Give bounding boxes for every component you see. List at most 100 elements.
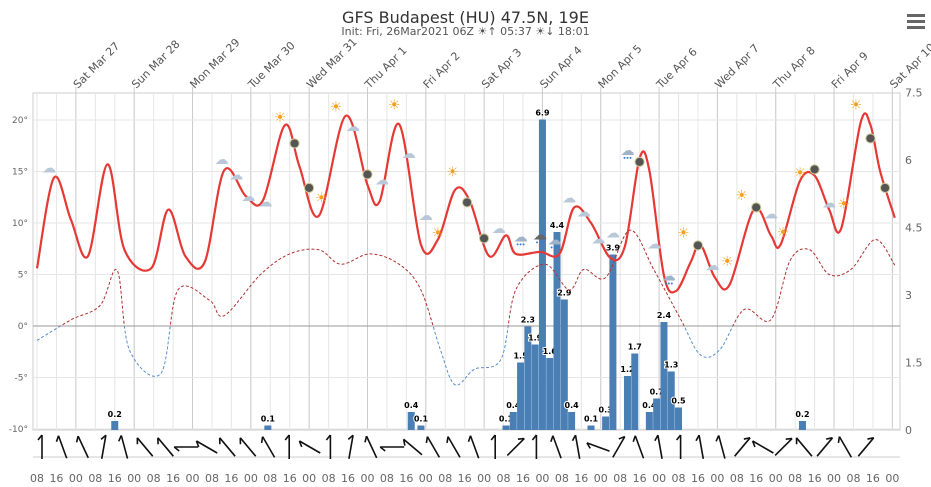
day-label: Wed Apr 7 bbox=[712, 42, 762, 92]
cloud-icon-group: ☁ bbox=[419, 208, 433, 224]
hour-label: 08 bbox=[30, 472, 44, 485]
hour-label: 08 bbox=[88, 472, 102, 485]
chart-subtitle: Init: Fri, 26Mar2021 06Z ☀↑ 05:37 ☀↓ 18:… bbox=[0, 25, 931, 38]
precip-label: 0.1 bbox=[584, 415, 599, 424]
cloud-icon-group: ☁ bbox=[606, 225, 620, 241]
moon-icon: ● bbox=[479, 230, 489, 244]
cloud-icon: ☁ bbox=[606, 225, 620, 241]
sun-icon-group: ☀ bbox=[777, 225, 790, 241]
cloud-icon: ☁ bbox=[375, 173, 389, 189]
hour-label: 08 bbox=[846, 472, 860, 485]
raindrop-icon bbox=[550, 246, 553, 249]
precip-label: 0.2 bbox=[795, 410, 809, 419]
moon-icon: ● bbox=[304, 180, 314, 194]
wind-barb-icon bbox=[55, 435, 68, 459]
precip-bar bbox=[631, 353, 639, 430]
chart-title: GFS Budapest (HU) 47.5N, 19E bbox=[342, 8, 589, 27]
raindrop-icon bbox=[626, 156, 629, 159]
cloud-icon: ☁ bbox=[215, 152, 229, 168]
cloud-icon: ☁ bbox=[346, 119, 360, 135]
moon-icon: ● bbox=[880, 180, 890, 194]
hour-label: 00 bbox=[69, 472, 83, 485]
precip-label: 2.3 bbox=[521, 316, 535, 325]
rain-icon: ☁ bbox=[662, 269, 676, 285]
raindrop-icon bbox=[629, 156, 632, 159]
precip-label: 1.9 bbox=[528, 334, 543, 343]
wind-barb-icon bbox=[37, 434, 43, 459]
hour-label: 16 bbox=[749, 472, 763, 485]
wind-barb-icon bbox=[239, 437, 257, 457]
precip-bar bbox=[553, 232, 561, 430]
precip-bar bbox=[587, 425, 595, 430]
precip-label: 0.4 bbox=[642, 401, 657, 410]
precip-bar bbox=[602, 416, 610, 430]
hour-label: 00 bbox=[885, 472, 899, 485]
sun-icon: ☀ bbox=[330, 100, 343, 116]
cloud-icon: ☁ bbox=[229, 168, 243, 184]
precip-label: 0.3 bbox=[599, 406, 613, 415]
wind-barb-icon bbox=[117, 435, 129, 459]
day-label: Tue Apr 6 bbox=[653, 45, 700, 92]
hour-label: 00 bbox=[244, 472, 258, 485]
wind-barb-icon bbox=[284, 434, 291, 459]
hour-label: 16 bbox=[866, 472, 880, 485]
cloud-icon-group: ☁ bbox=[492, 221, 506, 237]
wind-barb-icon bbox=[857, 437, 875, 457]
hour-label: 16 bbox=[399, 472, 413, 485]
sun-icon: ☀ bbox=[837, 196, 850, 212]
hour-label: 08 bbox=[555, 472, 569, 485]
precip-bar bbox=[517, 362, 525, 430]
day-label: Mon Mar 29 bbox=[187, 36, 242, 91]
cloud-icon-group: ☁ bbox=[215, 152, 229, 168]
hour-label: 00 bbox=[186, 472, 200, 485]
precip-label: 1.3 bbox=[664, 361, 678, 370]
precip-label: 1.2 bbox=[620, 365, 634, 374]
wind-barb-icon bbox=[774, 437, 793, 457]
hour-label: 16 bbox=[574, 472, 588, 485]
cloud-icon: ☁ bbox=[402, 146, 416, 162]
storm-icon: ☁ bbox=[533, 227, 547, 243]
sun-icon: ☀ bbox=[850, 98, 863, 114]
cloud-icon: ☁ bbox=[577, 205, 591, 221]
wind-barb-icon bbox=[157, 437, 174, 457]
precip-bar bbox=[509, 412, 517, 430]
wind-barb-icon bbox=[467, 435, 480, 459]
moon-icon: ● bbox=[751, 199, 761, 213]
precip-label: 0.7 bbox=[650, 388, 664, 397]
wind-barb-icon bbox=[751, 440, 774, 454]
cloud-icon: ☁ bbox=[492, 221, 506, 237]
wind-barb-icon bbox=[100, 434, 107, 459]
plot-area bbox=[32, 92, 901, 431]
hour-label: 00 bbox=[360, 472, 374, 485]
temp-tick: 20° bbox=[12, 116, 28, 126]
wind-barb-icon bbox=[795, 437, 813, 457]
precip-bar bbox=[407, 412, 415, 430]
precip-tick: 0 bbox=[905, 424, 912, 437]
hour-label: 00 bbox=[127, 472, 141, 485]
wind-barb-icon bbox=[260, 436, 276, 458]
cloud-icon-group: ☁ bbox=[822, 195, 836, 211]
wind-barb-icon bbox=[402, 438, 423, 456]
day-label: Mon Apr 5 bbox=[596, 42, 645, 91]
precip-bar bbox=[546, 358, 554, 430]
wind-barb-icon bbox=[695, 434, 705, 459]
moon-icon: ● bbox=[634, 154, 644, 168]
cloud-icon-group: ☁ bbox=[42, 160, 56, 176]
cloud-icon: ☁ bbox=[822, 195, 836, 211]
raindrop-icon bbox=[542, 241, 545, 244]
precip-tick: 4.5 bbox=[905, 222, 923, 235]
rain-icon-group: ☁ bbox=[548, 232, 562, 249]
rain-icon: ☁ bbox=[548, 232, 562, 248]
precip-bar bbox=[538, 119, 546, 430]
raindrop-icon bbox=[522, 243, 525, 246]
cloud-icon: ☁ bbox=[419, 208, 433, 224]
hamburger-icon[interactable] bbox=[907, 14, 925, 32]
temp-tick: 10° bbox=[12, 219, 28, 229]
precip-tick: 1.5 bbox=[905, 357, 923, 370]
day-label: Sun Mar 28 bbox=[129, 38, 183, 92]
moon-icon: ● bbox=[809, 161, 819, 175]
hour-label: 08 bbox=[788, 472, 802, 485]
sun-icon: ☀ bbox=[735, 188, 748, 204]
hour-label: 08 bbox=[263, 472, 277, 485]
